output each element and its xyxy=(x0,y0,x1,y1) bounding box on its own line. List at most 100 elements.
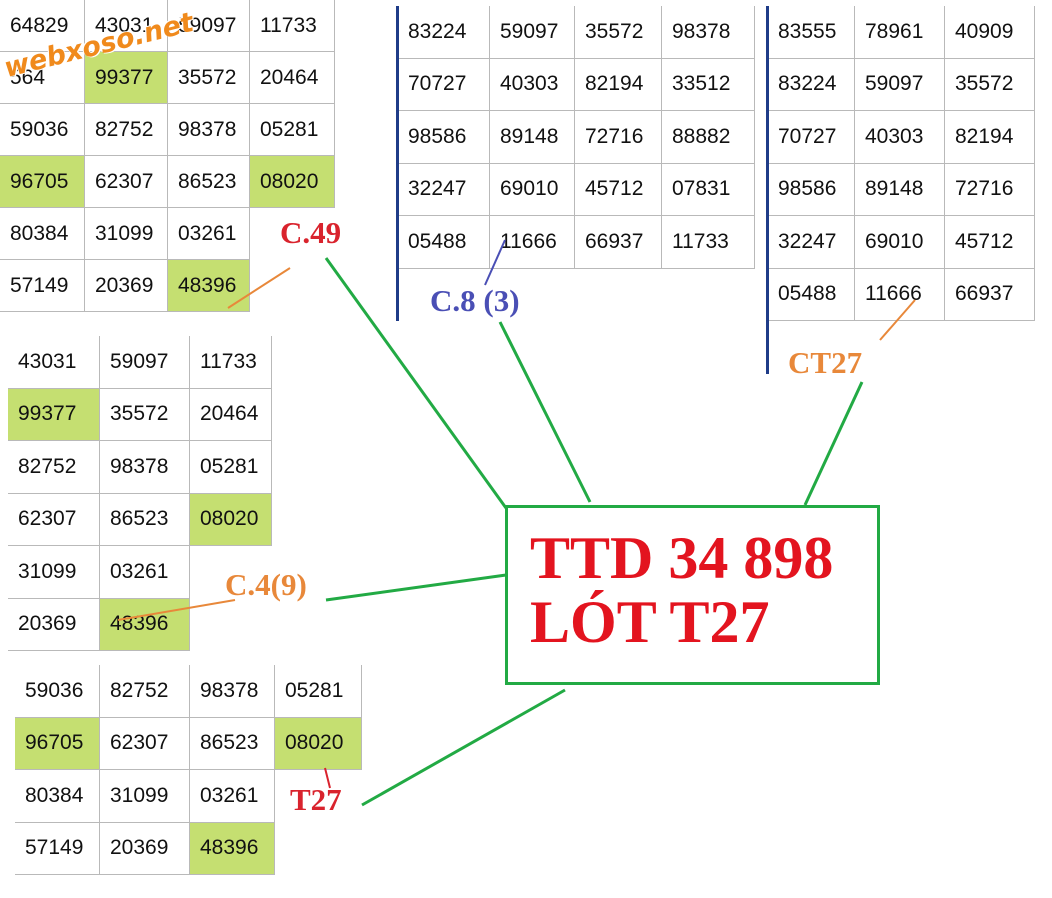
table-cell: 48396 xyxy=(190,822,275,875)
table-cell: 08020 xyxy=(275,717,362,770)
table-cell: 11733 xyxy=(662,216,755,269)
panel-border xyxy=(396,6,399,321)
table-cell: 66937 xyxy=(575,216,662,269)
table-cell: 78961 xyxy=(855,6,945,59)
table-cell: 62307 xyxy=(85,156,168,208)
table-cell: 35572 xyxy=(945,58,1035,111)
table-cell: 40303 xyxy=(855,111,945,164)
table-cell: 05281 xyxy=(275,665,362,718)
table-cell: 03261 xyxy=(100,546,190,599)
connector xyxy=(498,321,592,503)
connector xyxy=(803,381,864,506)
table-cell: 20369 xyxy=(8,598,100,651)
table-cell: 03261 xyxy=(190,770,275,823)
table-cell: 98378 xyxy=(168,104,250,156)
table-cell: 82752 xyxy=(85,104,168,156)
table-cell: 564 xyxy=(0,52,85,104)
table-cell: 48396 xyxy=(168,260,250,312)
table-cell: 08020 xyxy=(250,156,335,208)
conclusion-box: TTD 34 898 LÓT T27 xyxy=(505,505,880,685)
table-cell: 66937 xyxy=(945,268,1035,321)
table-cell: 70727 xyxy=(398,58,490,111)
table-cell: 31099 xyxy=(100,770,190,823)
table-cell: 59097 xyxy=(168,0,250,52)
table-cell: 45712 xyxy=(945,216,1035,269)
table-cell: 83555 xyxy=(768,6,855,59)
table-cell: 20464 xyxy=(190,388,272,441)
table-cell: 57149 xyxy=(15,822,100,875)
table-cell: 59036 xyxy=(15,665,100,718)
table-cell: 05488 xyxy=(768,268,855,321)
annotation-line xyxy=(324,767,331,789)
table-cell: 86523 xyxy=(100,493,190,546)
table-cell: 35572 xyxy=(168,52,250,104)
table-cell: 70727 xyxy=(768,111,855,164)
table-cell: 96705 xyxy=(15,717,100,770)
table-cell: 20369 xyxy=(100,822,190,875)
annotation-line xyxy=(117,599,236,621)
table-cell: 05281 xyxy=(190,441,272,494)
panel-border xyxy=(766,6,769,374)
table-cell: 08020 xyxy=(190,493,272,546)
table-cell: 07831 xyxy=(662,163,755,216)
table-cell: 32247 xyxy=(398,163,490,216)
conclusion-line: TTD 34 898 xyxy=(530,525,834,591)
table-cell: 35572 xyxy=(575,6,662,59)
table-cell: 62307 xyxy=(100,717,190,770)
table-cell: 69010 xyxy=(490,163,575,216)
table-cell: 98586 xyxy=(768,163,855,216)
table-cell: 83224 xyxy=(398,6,490,59)
table-cell: 69010 xyxy=(855,216,945,269)
table-cell: 40909 xyxy=(945,6,1035,59)
panel-label: C.4(9) xyxy=(225,567,307,602)
table-cell: 11666 xyxy=(490,216,575,269)
table-cell: 43031 xyxy=(85,0,168,52)
annotation-line xyxy=(879,299,916,341)
table-cell: 99377 xyxy=(8,388,100,441)
annotation-line xyxy=(484,239,506,286)
table-cell: 20464 xyxy=(250,52,335,104)
table-cell: 82194 xyxy=(575,58,662,111)
table-cell: 82752 xyxy=(100,665,190,718)
table-cell: 82194 xyxy=(945,111,1035,164)
table-cell: 05281 xyxy=(250,104,335,156)
table-cell: 43031 xyxy=(8,336,100,389)
table-cell: 98378 xyxy=(190,665,275,718)
panel-label: T27 xyxy=(290,782,342,817)
table-cell: 11733 xyxy=(190,336,272,389)
table-cell: 89148 xyxy=(855,163,945,216)
table-cell: 11666 xyxy=(855,268,945,321)
table-cell: 86523 xyxy=(168,156,250,208)
table-cell: 72716 xyxy=(575,111,662,164)
table-cell: 33512 xyxy=(662,58,755,111)
table-cell: 32247 xyxy=(768,216,855,269)
table-cell: 80384 xyxy=(0,208,85,260)
table-cell: 72716 xyxy=(945,163,1035,216)
table-cell: 40303 xyxy=(490,58,575,111)
panel-label: CT27 xyxy=(788,345,863,380)
table-cell: 98378 xyxy=(100,441,190,494)
connector xyxy=(325,573,507,602)
connector xyxy=(361,688,566,807)
table-cell: 99377 xyxy=(85,52,168,104)
table-cell: 03261 xyxy=(168,208,250,260)
annotation-line xyxy=(227,267,291,309)
panel-label: C.49 xyxy=(280,215,342,250)
table-cell: 86523 xyxy=(190,717,275,770)
table-cell: 62307 xyxy=(8,493,100,546)
table-cell: 98586 xyxy=(398,111,490,164)
table-cell: 88882 xyxy=(662,111,755,164)
table-cell: 59036 xyxy=(0,104,85,156)
table-cell: 89148 xyxy=(490,111,575,164)
table-cell: 45712 xyxy=(575,163,662,216)
table-cell: 59097 xyxy=(855,58,945,111)
table-cell: 05488 xyxy=(398,216,490,269)
table-cell: 35572 xyxy=(100,388,190,441)
conclusion-line: LÓT T27 xyxy=(530,589,770,655)
table-cell: 31099 xyxy=(85,208,168,260)
panel-label: C.8 (3) xyxy=(430,283,520,318)
table-cell: 96705 xyxy=(0,156,85,208)
table-cell: 57149 xyxy=(0,260,85,312)
table-cell: 83224 xyxy=(768,58,855,111)
